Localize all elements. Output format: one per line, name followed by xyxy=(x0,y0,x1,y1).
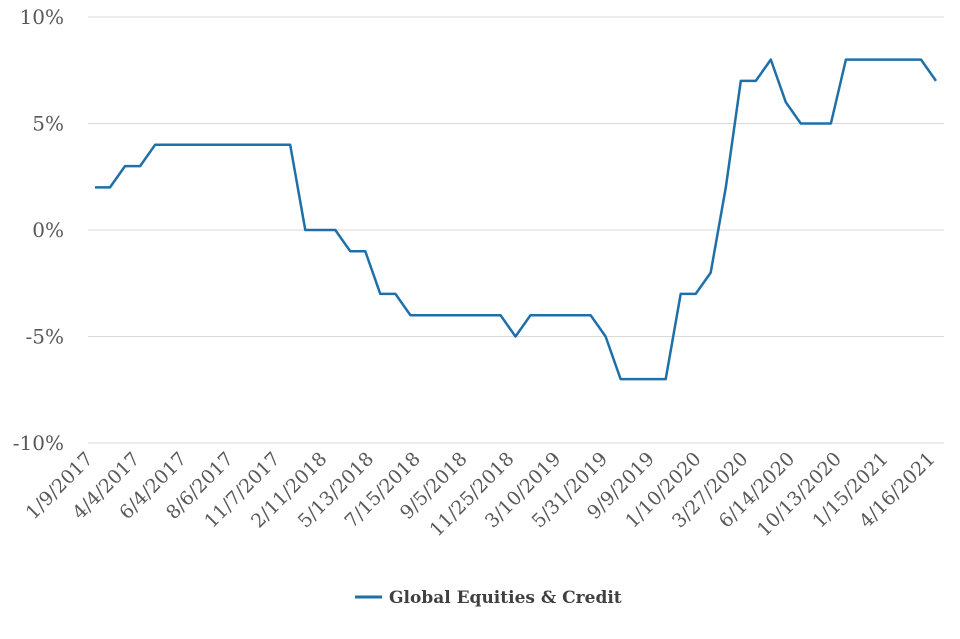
legend-label-global-equities-credit: Global Equities & Credit xyxy=(389,588,622,608)
x-axis-ticks: 1/9/20174/4/20176/4/20178/6/201711/7/201… xyxy=(22,448,940,541)
y-axis-ticks: 10% 5% 0% -5% -10% xyxy=(13,5,64,455)
y-tick-label: 0% xyxy=(32,218,64,242)
legend: Global Equities & Credit xyxy=(355,588,622,608)
series-lines xyxy=(95,58,938,381)
y-tick-label: -10% xyxy=(13,431,64,455)
gridlines xyxy=(88,16,944,444)
y-tick-label: -5% xyxy=(26,325,65,349)
series-line-global-equities-credit xyxy=(95,58,938,381)
y-tick-label: 10% xyxy=(20,5,64,29)
y-tick-label: 5% xyxy=(32,112,64,136)
